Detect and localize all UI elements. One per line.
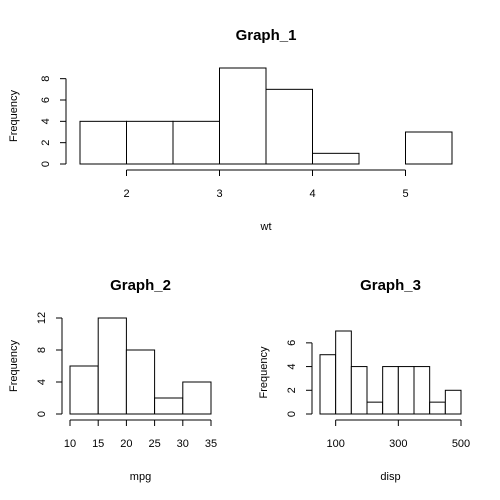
histogram-bar [172,120,220,165]
x-tick-label: 5 [402,188,408,200]
histogram-bar [366,401,384,415]
y-tick-label: 6 [40,97,52,103]
histogram-bar [126,120,174,165]
x-tick-label: 100 [326,438,344,450]
chart-title: Graph_2 [110,277,171,294]
x-tick-label: 20 [120,438,132,450]
y-tick-label: 12 [36,312,48,324]
histogram-bar [319,354,337,415]
x-axis-label: disp [380,471,400,483]
histogram-bar [125,349,156,415]
panel-graph-3: Graph_3 100 300 500 disp 0 2 4 6 Frequency [258,277,470,483]
histogram-bar [312,152,360,165]
histogram-bar [397,366,415,415]
histogram-bar [444,389,462,415]
histogram-bar [382,366,399,415]
x-tick-label: 3 [216,188,222,200]
histogram-bar [182,381,212,415]
histogram-bar [335,330,352,415]
x-tick-label: 2 [123,188,129,200]
histogram-bar [69,365,99,415]
y-axis-label: Frequency [8,90,20,142]
panel-graph-2: Graph_2 10 15 20 25 30 35 mpg 0 4 8 12 Frequency [8,277,217,483]
x-tick-label: 500 [452,438,470,450]
y-tick-label: 0 [286,411,298,417]
x-axis-label: mpg [130,471,151,483]
y-tick-label: 2 [40,140,52,146]
x-tick-label: 4 [309,188,315,200]
histogram-bar [219,67,267,165]
histogram-bar [154,397,184,415]
x-tick-label: 30 [177,438,189,450]
y-tick-label: 0 [36,411,48,417]
y-tick-label: 8 [40,76,52,82]
y-tick-label: 4 [36,379,48,385]
chart-title: Graph_1 [236,27,297,44]
x-axis-label: wt [260,221,272,233]
panel-graph-1: Graph_1 2 3 4 5 wt 0 2 4 6 8 Frequency [8,27,453,233]
histogram-bar [265,88,313,165]
x-tick-label: 300 [389,438,407,450]
y-tick-label: 8 [36,347,48,353]
histogram-bar [79,120,127,165]
y-axis-label: Frequency [8,340,20,392]
y-tick-label: 0 [40,161,52,167]
y-tick-label: 2 [286,387,298,393]
y-axis-label: Frequency [258,346,270,398]
histogram-bar [350,366,368,415]
y-tick-label: 6 [286,340,298,346]
x-tick-label: 15 [92,438,104,450]
histogram-bar [429,401,446,415]
x-tick-label: 10 [64,438,76,450]
histogram-bar [97,317,127,415]
x-tick-label: 35 [205,438,217,450]
x-tick-label: 25 [148,438,160,450]
chart-title: Graph_3 [360,277,421,294]
y-tick-label: 4 [286,364,298,370]
histogram-bar [405,131,453,165]
histogram-bar [413,366,431,415]
y-tick-label: 4 [40,118,52,124]
